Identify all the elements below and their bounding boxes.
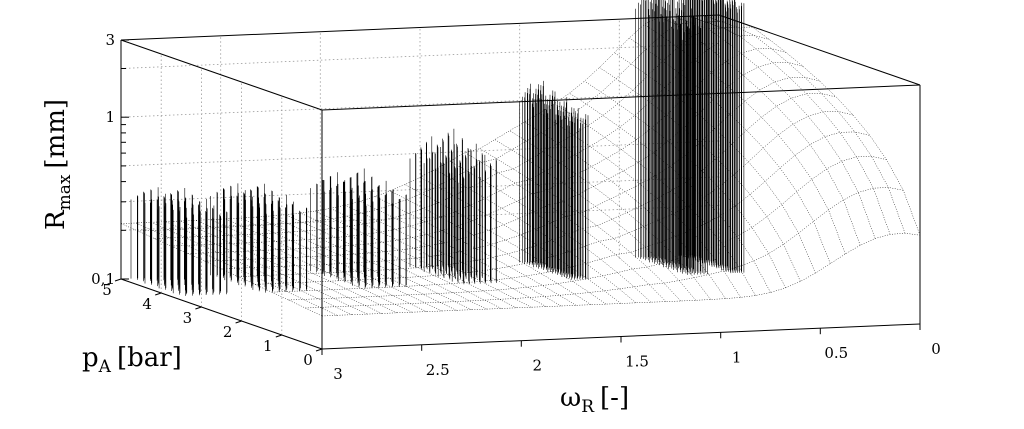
y-tick-mark <box>235 320 242 324</box>
y-axis-label: pA [bar] <box>82 343 182 377</box>
y-tick-mark <box>275 334 282 338</box>
surface-line-omega <box>135 222 338 316</box>
surface-line-omega <box>330 208 532 308</box>
x-tick-label: 1.5 <box>625 353 649 371</box>
z-tick-label: 0,1 <box>91 270 115 288</box>
surface-line-p <box>137 20 736 232</box>
y-tick-label: 5 <box>102 281 112 299</box>
x-tick-label: 0.5 <box>824 344 848 362</box>
y-tick-label: 4 <box>142 295 152 313</box>
surface-line-p <box>305 187 904 309</box>
surface-line-omega <box>210 219 412 313</box>
surface-line-omega <box>360 201 562 307</box>
surface-line-omega <box>419 177 622 304</box>
surface-line-omega <box>404 184 607 305</box>
x-tick-label: 2 <box>533 357 543 375</box>
surface-line-omega <box>494 139 696 301</box>
surface-line-p <box>204 62 803 262</box>
surface-line-omega <box>195 220 397 314</box>
surface-line-omega <box>539 112 741 298</box>
box-edge <box>321 84 921 111</box>
x-tick-label: 1 <box>732 348 742 366</box>
y-tick-mark <box>315 348 323 352</box>
y-tick-mark <box>155 292 162 296</box>
y-tick-label: 2 <box>223 323 233 341</box>
surface-line-omega <box>374 196 577 306</box>
surface-line-omega <box>270 215 472 310</box>
surface-line-omega <box>285 214 487 310</box>
surface-line-p <box>288 156 887 301</box>
y-tick-label: 3 <box>183 309 193 327</box>
surface-line-omega <box>180 220 382 314</box>
surface-line-p <box>321 232 921 317</box>
box-edge <box>120 14 720 41</box>
z-grid-line <box>120 43 720 69</box>
z-tick-label: 3 <box>105 31 115 49</box>
surface-line-omega <box>300 212 502 309</box>
tick-labels: 0,1 1 3 5 4 3 2 1 0 3 2.5 2 1.5 1 0.5 0 <box>91 31 941 383</box>
axes-box <box>120 14 921 350</box>
surface-line-omega <box>389 190 592 305</box>
box-edge <box>120 278 323 350</box>
surface-line-p <box>221 76 820 270</box>
box-edge <box>120 39 323 111</box>
x-tick-label: 3 <box>333 365 343 383</box>
x-axis-label: ωR [-] <box>560 383 629 417</box>
y-tick-label: 0 <box>303 351 313 369</box>
box-edge <box>718 14 921 86</box>
surface-line-omega <box>225 218 427 312</box>
surface-line-p <box>271 131 870 293</box>
surface-line-p <box>187 48 787 254</box>
surface-line-omega <box>703 15 906 234</box>
surface-line-omega <box>614 52 816 274</box>
surface-mesh <box>120 0 921 317</box>
z-tick-label: 1 <box>105 108 115 126</box>
y-tick-mark <box>195 306 202 310</box>
y-tick-mark <box>114 278 122 282</box>
grid-lines <box>120 15 720 349</box>
surface-line-omega <box>315 210 517 309</box>
surface-line-omega <box>120 223 323 317</box>
x-tick-label: 0 <box>931 340 941 358</box>
surface-line-p <box>238 93 837 277</box>
surface-line-omega <box>644 24 846 255</box>
x-tick-label: 2.5 <box>426 361 450 379</box>
y-tick-label: 1 <box>263 337 273 355</box>
surface-line-omega <box>479 148 681 302</box>
z-axis-label: Rmax[mm] <box>41 99 75 230</box>
surface-line-omega <box>718 14 921 236</box>
